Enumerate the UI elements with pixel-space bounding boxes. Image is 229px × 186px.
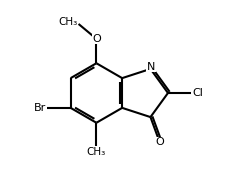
Text: Cl: Cl — [191, 88, 202, 98]
Text: N: N — [146, 62, 155, 72]
Text: O: O — [92, 34, 101, 44]
Text: Br: Br — [34, 103, 46, 113]
Text: O: O — [154, 137, 163, 147]
Text: CH₃: CH₃ — [58, 17, 77, 28]
Text: CH₃: CH₃ — [86, 147, 106, 157]
